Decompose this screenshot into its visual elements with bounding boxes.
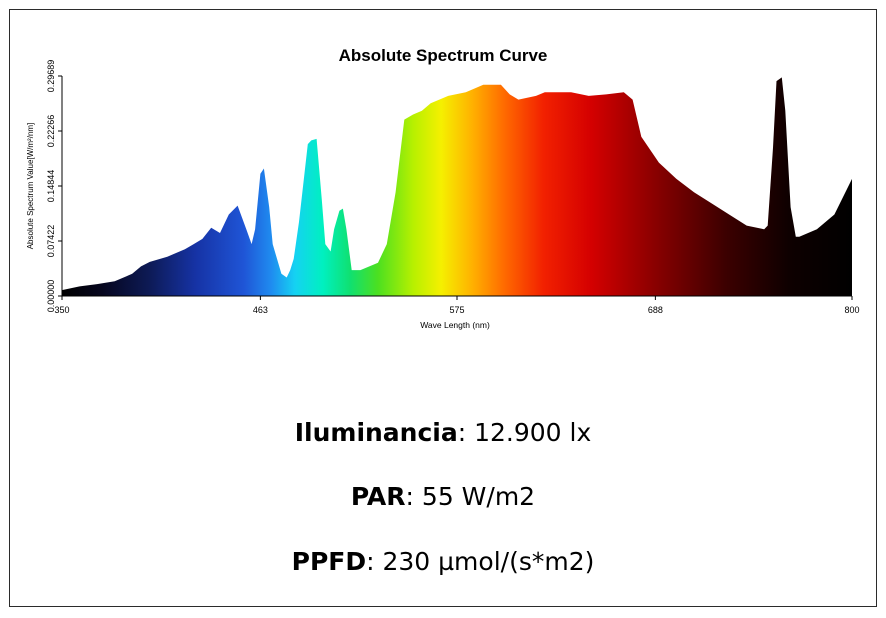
illuminance-stat: Iluminancia: 12.900 lx bbox=[0, 418, 886, 447]
x-tick-labels: 350 463 575 688 800 bbox=[54, 296, 860, 315]
y-tick-labels: 0.00000 0.07422 0.14844 0.22266 0.29689 bbox=[46, 60, 62, 313]
illuminance-label: Iluminancia bbox=[294, 418, 458, 447]
x-tick-label: 463 bbox=[253, 305, 268, 315]
chart-title: Absolute Spectrum Curve bbox=[338, 46, 548, 65]
y-tick-label: 0.29689 bbox=[46, 60, 56, 93]
y-tick-label: 0.07422 bbox=[46, 225, 56, 258]
par-label: PAR bbox=[350, 482, 406, 511]
par-stat: PAR: 55 W/m2 bbox=[0, 482, 886, 511]
x-tick-label: 575 bbox=[449, 305, 464, 315]
y-tick-label: 0.22266 bbox=[46, 115, 56, 148]
x-tick-label: 688 bbox=[648, 305, 663, 315]
x-tick-label: 800 bbox=[844, 305, 859, 315]
illuminance-value: : 12.900 lx bbox=[457, 418, 592, 447]
x-tick-label: 350 bbox=[54, 305, 69, 315]
par-value: : 55 W/m2 bbox=[405, 482, 536, 511]
y-axis-label: Absolute Spectrum Value[W/m²/nm] bbox=[26, 123, 35, 250]
y-tick-label: 0.14844 bbox=[46, 170, 56, 203]
ppfd-value: : 230 µmol/(s*m2) bbox=[366, 547, 595, 576]
ppfd-label: PPFD bbox=[291, 547, 367, 576]
x-axis-label: Wave Length (nm) bbox=[420, 320, 490, 330]
spectrum-area bbox=[62, 77, 852, 297]
y-tick-label: 0.00000 bbox=[46, 280, 56, 313]
ppfd-stat: PPFD: 230 µmol/(s*m2) bbox=[0, 547, 886, 576]
